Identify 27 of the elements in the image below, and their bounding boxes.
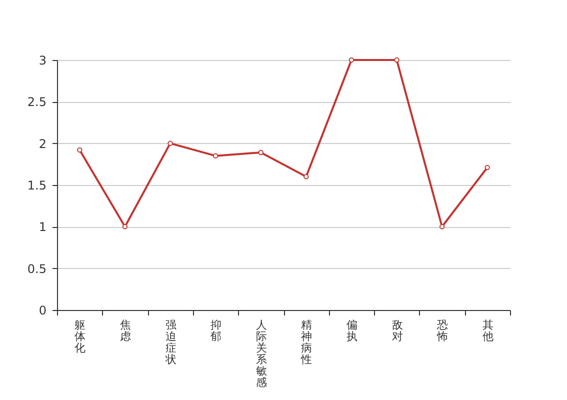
x-tick-label: 偏执: [346, 318, 358, 343]
point: [168, 140, 173, 146]
y-tick-label: 0: [38, 304, 46, 318]
point: [304, 174, 309, 180]
x-tick-label: 人际关系敏感: [256, 318, 267, 389]
y-tick-label: 1.5: [27, 178, 46, 192]
x-tick-label: 躯体化: [74, 318, 86, 354]
point: [439, 224, 445, 230]
x-tick-label: 其他: [482, 318, 494, 343]
x-tick-label: 焦虑: [120, 318, 131, 343]
point: [77, 147, 82, 153]
point: [212, 153, 218, 158]
point: [348, 57, 354, 63]
x-tick-label: 恐怖: [436, 318, 448, 343]
y-tick-label: 1: [38, 220, 46, 234]
y-tick-label: 0.5: [27, 262, 46, 276]
x-tick-label: 强迫症状: [164, 318, 176, 366]
x-tick-label: 抑郁: [210, 318, 222, 343]
point: [258, 150, 264, 156]
point: [122, 224, 128, 230]
y-tick-label: 3: [38, 54, 46, 68]
point: [484, 164, 490, 170]
x-tick-label: 敌对: [392, 318, 403, 343]
y-tick-label: 2: [38, 136, 46, 151]
x-tick-label: 精神病性: [300, 318, 312, 366]
y-tick-label: 2.5: [27, 95, 46, 110]
point: [394, 57, 400, 63]
